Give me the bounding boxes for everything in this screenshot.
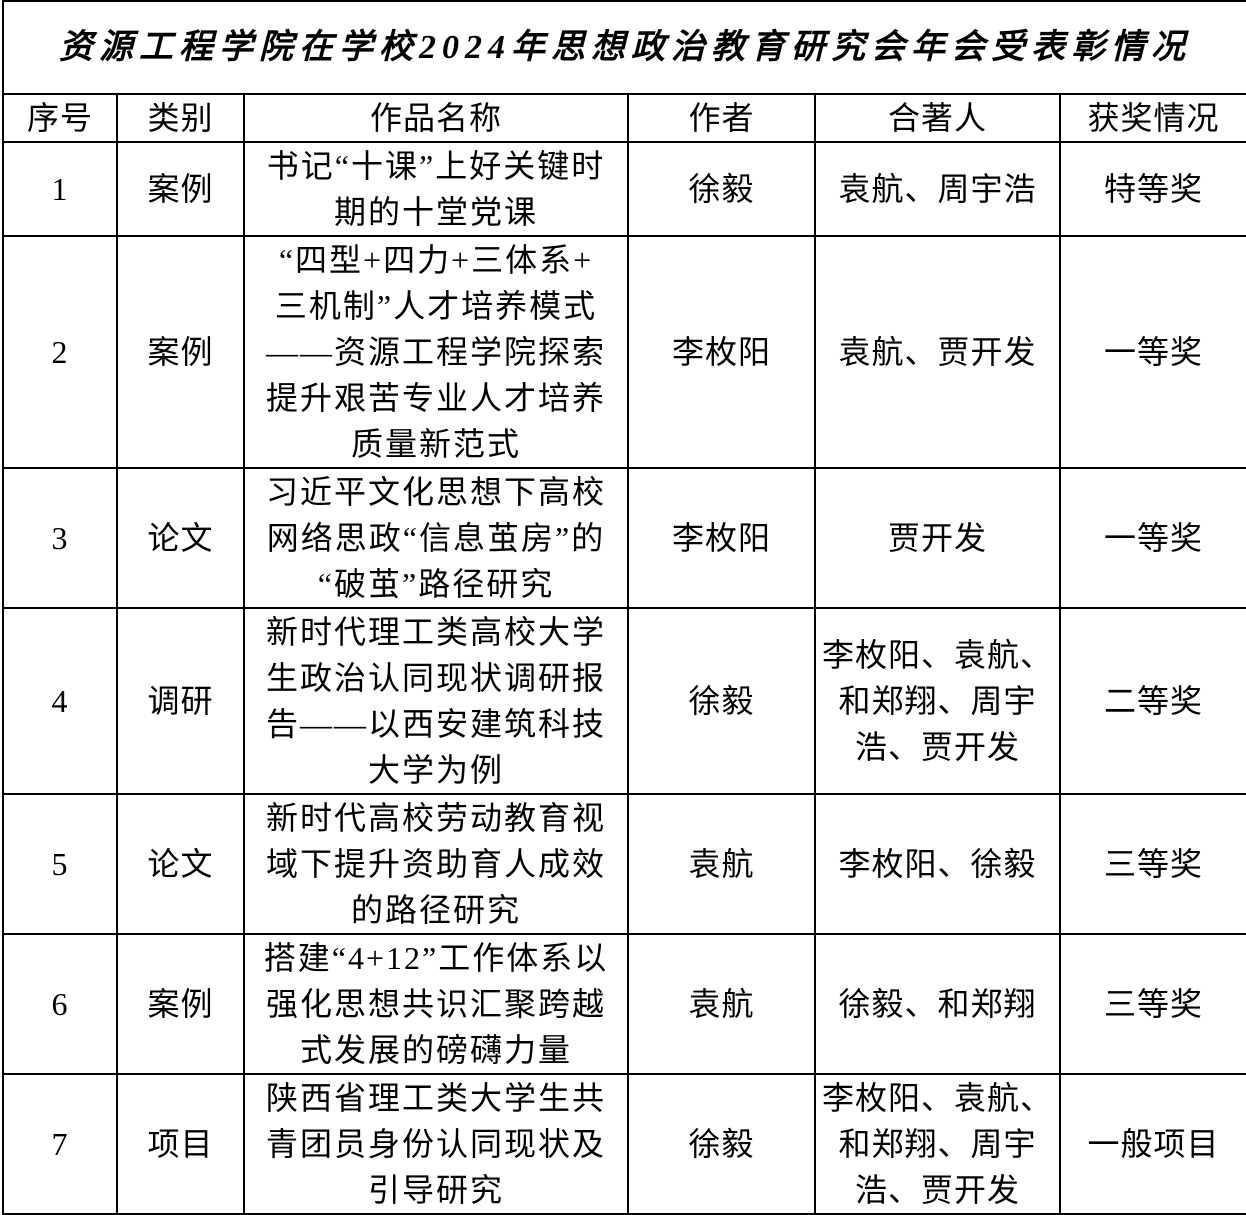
cell-award: 特等奖: [1059, 141, 1246, 237]
cell-author: 李枚阳: [627, 235, 816, 469]
cell-author: 徐毅: [627, 141, 816, 237]
document-title: 资源工程学院在学校2024年思想政治教育研究会年会受表彰情况: [2, 0, 1246, 95]
cell-award: 三等奖: [1059, 933, 1246, 1075]
cell-work-name: “四型+四力+三体系+ 三机制”人才培养模式 ——资源工程学院探索 提升艰苦专业…: [243, 235, 629, 469]
header-award: 获奖情况: [1059, 93, 1246, 143]
cell-award: 二等奖: [1059, 607, 1246, 795]
cell-author: 袁航: [627, 933, 816, 1075]
cell-type: 调研: [116, 607, 245, 795]
cell-work-name: 新时代高校劳动教育视 域下提升资助育人成效 的路径研究: [243, 793, 629, 935]
cell-coauthors: 李枚阳、徐毅: [814, 793, 1061, 935]
cell-work-name: 陕西省理工类大学生共 青团员身份认同现状及 引导研究: [243, 1073, 629, 1215]
header-work-name: 作品名称: [243, 93, 629, 143]
table-row: 2 案例 “四型+四力+三体系+ 三机制”人才培养模式 ——资源工程学院探索 提…: [2, 235, 1246, 469]
cell-author: 袁航: [627, 793, 816, 935]
cell-number: 3: [2, 467, 118, 609]
table-row: 3 论文 习近平文化思想下高校 网络思政“信息茧房”的 “破茧”路径研究 李枚阳…: [2, 467, 1246, 609]
header-row: 序号 类别 作品名称 作者 合著人 获奖情况: [2, 93, 1246, 143]
cell-work-name: 搭建“4+12”工作体系以 强化思想共识汇聚跨越 式发展的磅礴力量: [243, 933, 629, 1075]
cell-author: 徐毅: [627, 607, 816, 795]
cell-coauthors: 贾开发: [814, 467, 1061, 609]
cell-number: 1: [2, 141, 118, 237]
header-coauthors: 合著人: [814, 93, 1061, 143]
cell-coauthors: 李枚阳、袁航、 和郑翔、周宇 浩、贾开发: [814, 607, 1061, 795]
table-row: 5 论文 新时代高校劳动教育视 域下提升资助育人成效 的路径研究 袁航 李枚阳、…: [2, 793, 1246, 935]
cell-number: 2: [2, 235, 118, 469]
table-row: 6 案例 搭建“4+12”工作体系以 强化思想共识汇聚跨越 式发展的磅礴力量 袁…: [2, 933, 1246, 1075]
header-number: 序号: [2, 93, 118, 143]
cell-coauthors: 袁航、贾开发: [814, 235, 1061, 469]
table-row: 4 调研 新时代理工类高校大学 生政治认同现状调研报 告——以西安建筑科技 大学…: [2, 607, 1246, 795]
cell-coauthors: 徐毅、和郑翔: [814, 933, 1061, 1075]
cell-number: 6: [2, 933, 118, 1075]
cell-author: 李枚阳: [627, 467, 816, 609]
cell-work-name: 新时代理工类高校大学 生政治认同现状调研报 告——以西安建筑科技 大学为例: [243, 607, 629, 795]
cell-award: 一等奖: [1059, 235, 1246, 469]
cell-award: 三等奖: [1059, 793, 1246, 935]
cell-coauthors: 袁航、周宇浩: [814, 141, 1061, 237]
cell-work-name: 习近平文化思想下高校 网络思政“信息茧房”的 “破茧”路径研究: [243, 467, 629, 609]
cell-type: 论文: [116, 793, 245, 935]
cell-type: 项目: [116, 1073, 245, 1215]
cell-number: 5: [2, 793, 118, 935]
cell-number: 7: [2, 1073, 118, 1215]
cell-type: 论文: [116, 467, 245, 609]
cell-author: 徐毅: [627, 1073, 816, 1215]
table-row: 1 案例 书记“十课”上好关键时 期的十堂党课 徐毅 袁航、周宇浩 特等奖: [2, 141, 1246, 237]
table-row: 7 项目 陕西省理工类大学生共 青团员身份认同现状及 引导研究 徐毅 李枚阳、袁…: [2, 1073, 1246, 1215]
cell-coauthors: 李枚阳、袁航、 和郑翔、周宇 浩、贾开发: [814, 1073, 1061, 1215]
cell-type: 案例: [116, 235, 245, 469]
cell-type: 案例: [116, 141, 245, 237]
header-type: 类别: [116, 93, 245, 143]
cell-award: 一等奖: [1059, 467, 1246, 609]
cell-work-name: 书记“十课”上好关键时 期的十堂党课: [243, 141, 629, 237]
cell-number: 4: [2, 607, 118, 795]
header-author: 作者: [627, 93, 816, 143]
cell-type: 案例: [116, 933, 245, 1075]
cell-award: 一般项目: [1059, 1073, 1246, 1215]
